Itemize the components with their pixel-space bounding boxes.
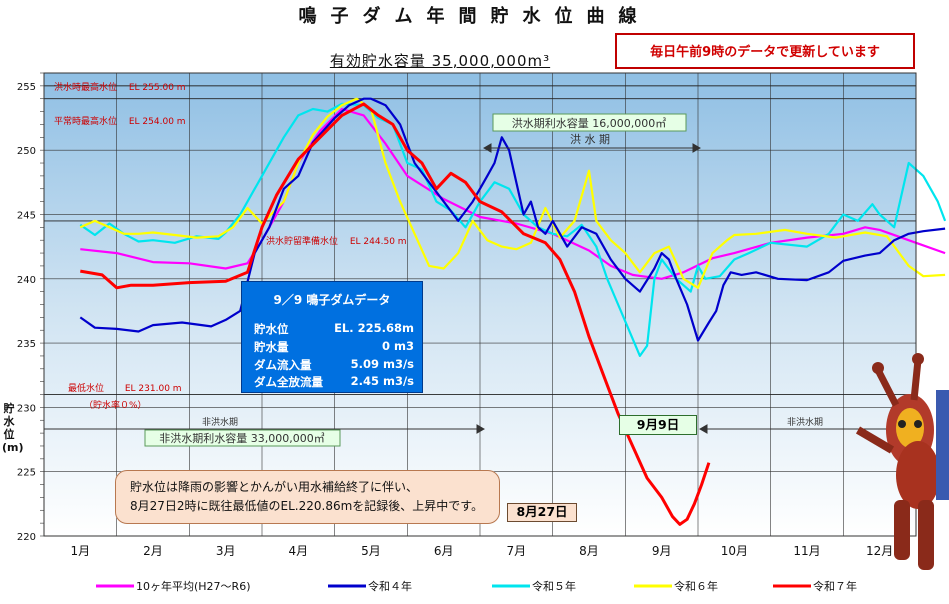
series-line-r6 [79, 97, 946, 289]
info-key: ダム流入量 [254, 358, 312, 372]
y-axis-label-char: 水 [3, 415, 15, 428]
info-key: 貯水量 [254, 340, 289, 354]
dam-data-title: 9／9 鳴子ダムデータ [273, 293, 391, 307]
min-level-sublabel: （貯水率０%） [84, 399, 147, 411]
flood-capacity-label: 洪水期利水容量 16,000,000㎥ [512, 116, 666, 130]
y-tick-label: 235 [17, 339, 36, 350]
x-ticks: 1月 2月 3月 4月 5月 6月 7月 8月 9月 10月 11月 12月 [71, 544, 894, 558]
y-tick-label: 255 [17, 82, 36, 93]
flood-capacity-box [492, 113, 687, 132]
series-line-r5 [79, 102, 947, 357]
info-value: 5.09 m3/s [350, 357, 414, 371]
date-tag-sep9: 9月9日 [619, 415, 697, 435]
legend-label-r6: 令和６年 [674, 579, 718, 593]
status-note: 貯水位は降雨の影響とかんがい用水補給終了に伴い、 8月27日2時に既往最低値のE… [115, 470, 500, 524]
series-line-avg [80, 107, 946, 280]
status-note-line2: 8月27日2時に既往最低値のEL.220.86mを記録後、上昇中です。 [130, 499, 484, 513]
y-axis-label: 貯 水 位 (m) [2, 402, 24, 454]
min-level-label: 最低水位 EL 231.00 m [68, 382, 182, 394]
y-tick-label: 220 [17, 532, 36, 543]
x-tick-label: 12月 [866, 544, 893, 558]
y-tick-label: 250 [17, 146, 36, 157]
y-tick-label: 240 [17, 275, 36, 286]
info-key: ダム全放流量 [254, 375, 323, 389]
x-tick-label: 5月 [361, 544, 381, 558]
x-tick-label: 4月 [289, 544, 309, 558]
y-tick-label: 230 [17, 403, 36, 414]
series-lines [79, 97, 947, 526]
series-line-r7 [80, 102, 711, 526]
legend-label-r4: 令和４年 [368, 579, 412, 593]
info-value: EL. 225.68m [334, 321, 414, 335]
x-tick-label: 10月 [721, 544, 748, 558]
flood-max-label: 洪水時最高水位 EL 255.00 m [54, 81, 186, 93]
dam-data-box: 9／9 鳴子ダムデータ 貯水位 EL. 225.68m 貯水量 0 m3 ダム流… [241, 281, 423, 393]
y-tick-label: 225 [17, 468, 36, 479]
info-key: 貯水位 [254, 322, 289, 336]
info-value: 0 m3 [382, 339, 414, 353]
nonflood-period-left-label: 非洪水期 [202, 416, 238, 428]
legend: 10ヶ年平均(H27〜R6) 令和４年 令和５年 令和６年 令和７年 [96, 579, 857, 593]
date-tag-aug27: 8月27日 [507, 503, 577, 522]
y-axis-label-char: 位 [3, 428, 15, 441]
x-tick-label: 8月 [579, 544, 599, 558]
y-axis-label-char: 貯 [3, 402, 15, 415]
chart-subtitle: 有効貯水容量 35,000,000m³ [329, 52, 551, 70]
x-tick-label: 9月 [652, 544, 672, 558]
flood-period-arrow [482, 143, 702, 153]
x-tick-label: 11月 [793, 544, 820, 558]
flood-period-label: 洪 水 期 [570, 132, 610, 146]
info-value: 2.45 m3/s [350, 374, 414, 388]
y-tick-label: 245 [17, 210, 36, 221]
flood-reserve-label: 洪水貯留準備水位 EL 244.50 m [266, 235, 407, 247]
x-tick-label: 2月 [143, 544, 163, 558]
chart-title: 鳴子ダム年間貯水位曲線 [298, 6, 651, 27]
legend-label-avg: 10ヶ年平均(H27〜R6) [136, 579, 251, 593]
x-tick-label: 6月 [434, 544, 454, 558]
reference-lines [44, 85, 916, 395]
mascot-character-image [855, 353, 949, 570]
normal-max-label: 平常時最高水位 EL 254.00 m [54, 115, 186, 127]
plot-border [43, 72, 917, 537]
nonflood-left-arrow [44, 424, 486, 434]
nonflood-capacity-label: 非洪水期利水容量 33,000,000㎥ [159, 431, 324, 445]
series-line-r4 [79, 97, 946, 342]
update-note: 毎日午前9時のデータで更新しています [615, 33, 915, 69]
status-note-line1: 貯水位は降雨の影響とかんがい用水補給終了に伴い、 [130, 480, 419, 494]
legend-label-r7: 令和７年 [813, 579, 857, 593]
legend-label-r5: 令和５年 [532, 579, 576, 593]
nonflood-period-right-label: 非洪水期 [787, 416, 823, 428]
nonflood-right-arrow [698, 424, 916, 434]
x-tick-label: 3月 [216, 544, 236, 558]
nonflood-capacity-box [144, 429, 341, 447]
x-tick-label: 1月 [71, 544, 91, 558]
y-axis-label-char: (m) [2, 441, 24, 454]
y-ticks: 220 225 230 235 240 245 250 255 [17, 82, 36, 543]
x-tick-label: 7月 [507, 544, 527, 558]
